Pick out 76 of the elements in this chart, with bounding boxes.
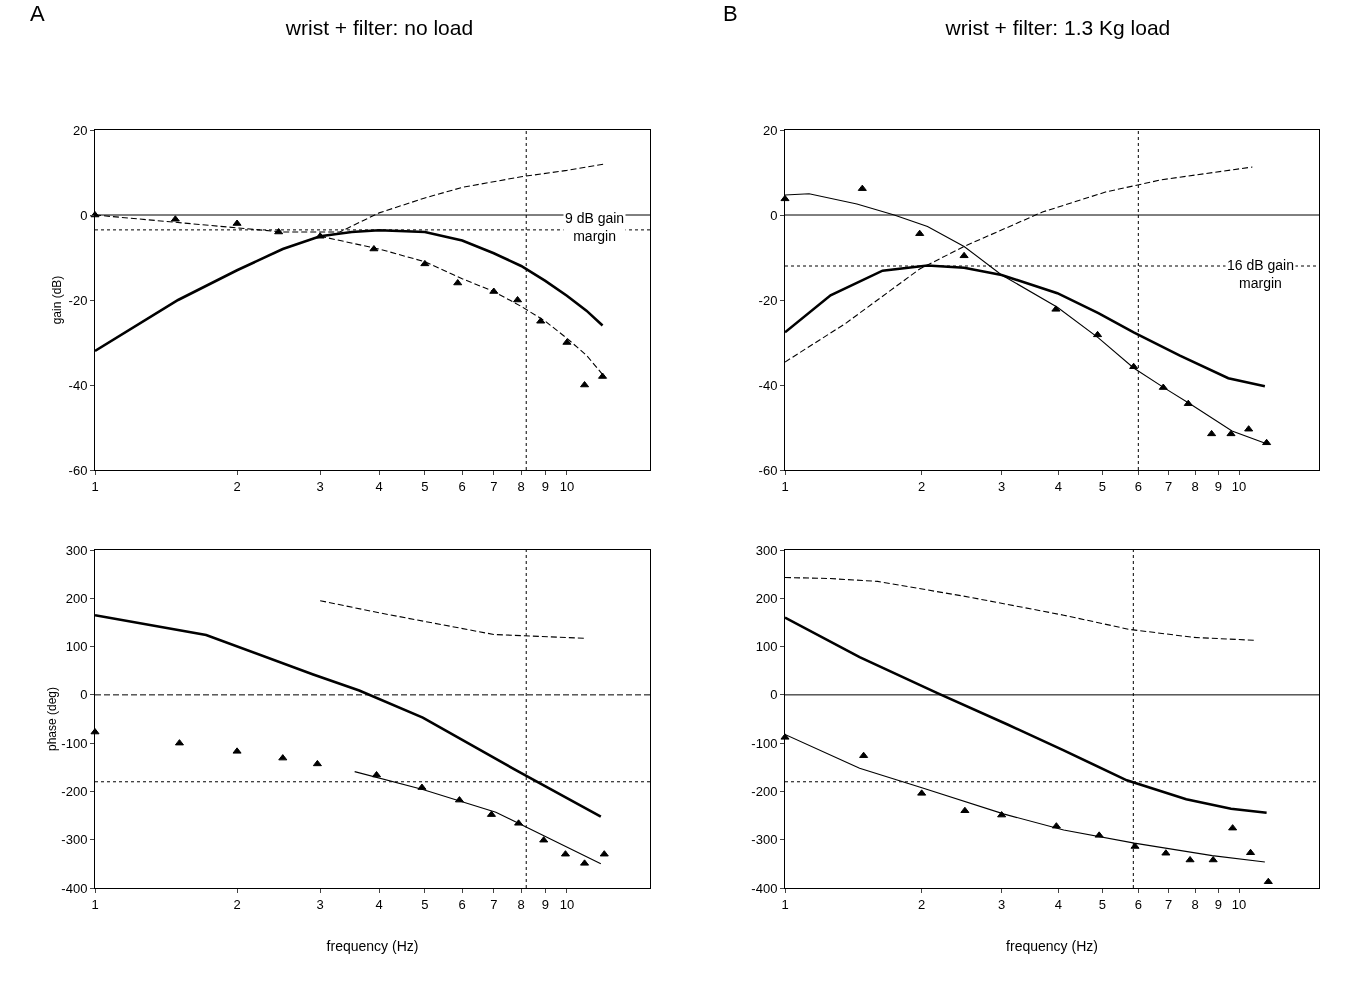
x-tick-label: 7 (1165, 478, 1173, 494)
y-tick-label: 0 (80, 687, 88, 703)
x-tick-label: 1 (781, 478, 789, 494)
y-tick-label: -200 (751, 783, 778, 799)
y-tick-label: -300 (61, 832, 88, 848)
y-axis-title: phase (deg) (45, 686, 60, 752)
x-tick-label: 6 (458, 896, 466, 912)
x-tick-label: 4 (375, 478, 383, 494)
x-tick-label: 10 (1231, 478, 1247, 494)
x-tick-label: 4 (1054, 478, 1062, 494)
x-tick-label: 10 (1231, 896, 1247, 912)
x-tick-label: 6 (1134, 478, 1142, 494)
y-tick-label: -400 (751, 880, 778, 896)
y-tick-label: 100 (65, 639, 88, 655)
x-axis-title: frequency (Hz) (1006, 937, 1098, 954)
x-tick-label: 2 (918, 896, 926, 912)
annotation: 16 dB gain margin (1227, 257, 1294, 292)
x-tick-label: 9 (541, 478, 549, 494)
y-tick-label: -60 (68, 462, 88, 478)
x-tick-label: 4 (375, 896, 383, 912)
text: B (723, 1, 738, 26)
y-tick-label: 0 (770, 207, 778, 223)
x-tick-label: 3 (316, 478, 324, 494)
y-tick-label: -300 (751, 832, 778, 848)
x-tick-label: 7 (1165, 896, 1173, 912)
x-tick-label: 2 (233, 478, 241, 494)
x-tick-label: 1 (91, 896, 99, 912)
x-tick-label: 10 (559, 478, 575, 494)
y-tick-label: 200 (755, 590, 778, 606)
y-tick-label: -200 (61, 783, 88, 799)
x-tick-label: 9 (1214, 896, 1222, 912)
text: A (30, 1, 45, 26)
y-tick-label: 200 (65, 590, 88, 606)
x-tick-label: 2 (233, 896, 241, 912)
y-tick-label: 20 (762, 122, 778, 138)
y-axis-title: gain (dB) (50, 275, 64, 325)
y-tick-label: 20 (72, 122, 88, 138)
x-tick-label: 5 (421, 478, 429, 494)
x-tick-label: 3 (998, 478, 1006, 494)
x-tick-label: 8 (517, 478, 525, 494)
y-tick-label: 100 (755, 639, 778, 655)
y-tick-label: -400 (61, 880, 88, 896)
x-axis-title: frequency (Hz) (326, 937, 419, 954)
x-tick-label: 4 (1054, 896, 1062, 912)
x-tick-label: 9 (541, 896, 549, 912)
y-tick-label: 300 (755, 542, 778, 558)
y-tick-label: -20 (68, 292, 88, 308)
x-tick-label: 2 (918, 478, 926, 494)
x-tick-label: 6 (1134, 896, 1142, 912)
x-tick-label: 7 (490, 478, 498, 494)
x-tick-label: 3 (316, 896, 324, 912)
y-tick-label: -60 (758, 462, 778, 478)
y-tick-label: 0 (80, 207, 88, 223)
y-tick-label: -20 (758, 292, 778, 308)
x-tick-label: 1 (91, 478, 99, 494)
x-tick-label: 8 (1191, 478, 1199, 494)
y-tick-label: -100 (61, 735, 88, 751)
x-tick-label: 8 (1191, 896, 1199, 912)
x-tick-label: 1 (781, 896, 789, 912)
x-tick-label: 5 (1098, 478, 1106, 494)
y-tick-label: 300 (65, 542, 88, 558)
x-tick-label: 5 (421, 896, 429, 912)
x-tick-label: 9 (1214, 478, 1222, 494)
x-tick-label: 7 (490, 896, 498, 912)
x-tick-label: 8 (517, 896, 525, 912)
chart-title: wrist + filter: 1.3 Kg load (944, 15, 1171, 39)
y-tick-label: -100 (751, 735, 778, 751)
x-tick-label: 10 (559, 896, 575, 912)
y-tick-label: -40 (758, 377, 778, 393)
y-tick-label: -40 (68, 377, 88, 393)
x-tick-label: 5 (1098, 896, 1106, 912)
y-tick-label: 0 (770, 687, 778, 703)
chart-title: wrist + filter: no load (284, 15, 474, 39)
annotation: 9 dB gain margin (565, 210, 625, 245)
x-tick-label: 3 (998, 896, 1006, 912)
x-tick-label: 6 (458, 478, 466, 494)
